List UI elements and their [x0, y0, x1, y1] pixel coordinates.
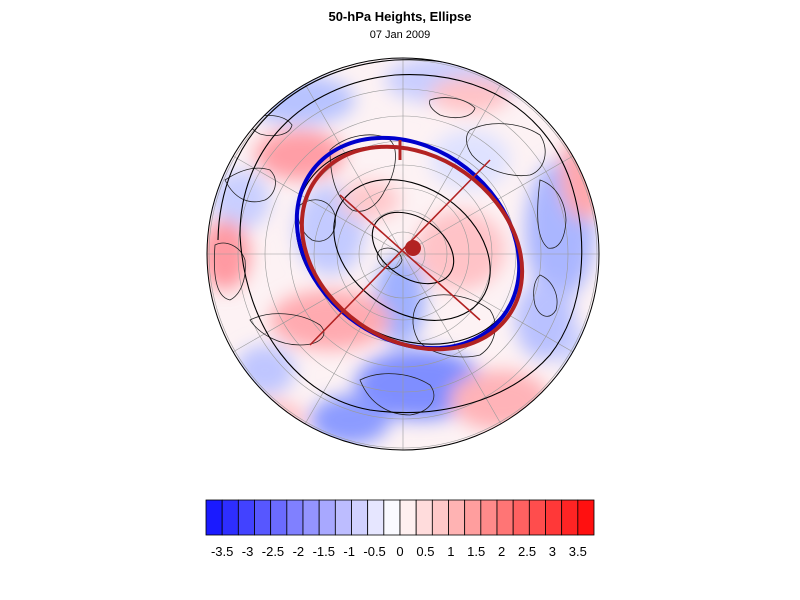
colorbar-box	[367, 499, 385, 536]
colorbar-box	[302, 499, 320, 536]
colorbar-box	[545, 499, 563, 536]
colorbar-box	[270, 499, 288, 536]
colorbar-label: -1	[343, 544, 355, 559]
colorbar-box	[577, 499, 595, 536]
colorbar-box	[415, 499, 433, 536]
colorbar-box	[351, 499, 369, 536]
anomaly-field	[207, 58, 599, 450]
colorbar-label: 2.5	[518, 544, 536, 559]
colorbar-box	[318, 499, 336, 536]
colorbar-label: 1	[447, 544, 454, 559]
colorbar-boxes	[205, 499, 595, 536]
colorbar-box	[205, 499, 223, 536]
colorbar-box	[237, 499, 255, 536]
colorbar-label: -2	[293, 544, 305, 559]
vortex-ellipses	[294, 135, 525, 352]
colorbar-label: 2	[498, 544, 505, 559]
colorbar-label: -2.5	[262, 544, 284, 559]
colorbar-label: -0.5	[363, 544, 385, 559]
colorbar-box	[448, 499, 466, 536]
colorbar-box	[399, 499, 417, 536]
plot-date: 07 Jan 2009	[369, 29, 431, 41]
colorbar-label: 3	[549, 544, 556, 559]
colorbar-box	[431, 499, 449, 536]
colorbar-label: -3	[242, 544, 254, 559]
colorbar-label: 0.5	[416, 544, 434, 559]
plot-title: 50-hPa Heights, Ellipse	[328, 9, 472, 24]
colorbar-box	[254, 499, 272, 536]
colorbar-box	[561, 499, 579, 536]
colorbar-box	[334, 499, 352, 536]
colorbar-label: -1.5	[313, 544, 335, 559]
colorbar-label: 3.5	[569, 544, 587, 559]
colorbar-label: 0	[396, 544, 403, 559]
colorbar-box	[464, 499, 482, 536]
map-boundary	[206, 57, 600, 451]
ellipse-axes	[309, 159, 491, 346]
colorbar-box	[286, 499, 304, 536]
colorbar-box	[383, 499, 401, 536]
colorbar-label: 1.5	[467, 544, 485, 559]
colorbar-box	[496, 499, 514, 536]
colorbar-box	[528, 499, 546, 536]
colorbar-label: -3.5	[211, 544, 233, 559]
colorbar-box	[221, 499, 239, 536]
coastlines	[213, 97, 567, 416]
colorbar-labels: -3.5 -3 -2.5 -2 -1.5 -1 -0.5 0 0.5 1 1.5 2 2.5 3 3.5	[211, 544, 587, 559]
observed-ellipse	[299, 144, 525, 352]
colorbar-box	[512, 499, 530, 536]
colorbar-box	[480, 499, 498, 536]
vortex-centroid	[405, 240, 421, 256]
